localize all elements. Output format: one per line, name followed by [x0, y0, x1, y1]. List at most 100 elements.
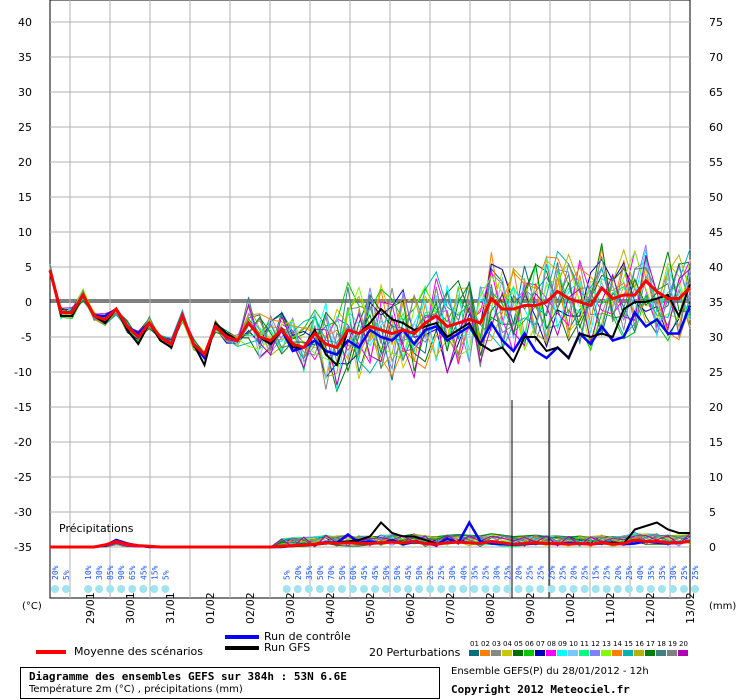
precip-probability: 25% [559, 565, 568, 580]
precip-snow-marker [635, 585, 644, 593]
y-tick-left: 40 [18, 16, 32, 29]
precip-snow-marker [459, 585, 468, 593]
perturbation-line [49, 249, 691, 391]
plot-frame [49, 0, 691, 599]
perturbation-legend-number: 07 [536, 640, 545, 648]
precip-snow-marker [503, 585, 512, 593]
precip-snow-marker [62, 585, 71, 593]
y-tick-left: -30 [14, 506, 32, 519]
precip-snow-marker [470, 585, 479, 593]
perturbation-legend-swatch [590, 650, 600, 656]
legend-mean-label: Moyenne des scénarios [74, 645, 203, 658]
perturbation-legend-number: 13 [602, 640, 611, 648]
y-tick-right: 60 [709, 121, 723, 134]
y-tick-left: -5 [21, 331, 32, 344]
y-tick-left: -35 [14, 541, 32, 554]
precip-snow-marker [691, 585, 699, 593]
y-tick-left: 35 [18, 51, 32, 64]
perturbation-legend-number: 04 [503, 640, 512, 648]
precip-probability: 50% [415, 565, 424, 580]
perturbation-legend-swatch [502, 650, 512, 656]
precip-snow-marker [646, 585, 655, 593]
y-tick-left: -20 [14, 436, 32, 449]
precip-probability: 5% [161, 570, 170, 580]
perturbation-legend-swatch [535, 650, 545, 656]
precip-snow-marker [139, 585, 148, 593]
perturbation-legend-number: 03 [492, 640, 501, 648]
precip-probability: 50% [393, 565, 402, 580]
precip-snow-marker [558, 585, 567, 593]
precip-probability: 40% [636, 565, 645, 580]
main-series-lines [48, 270, 692, 598]
precip-probability: 70% [327, 565, 336, 580]
precip-probability: 45% [371, 565, 380, 580]
x-date-label: 05/02 [364, 592, 377, 624]
x-axis-dates: 29/01 30/01 31/01 01/02 02/02 03/02 04/02 05/02… [84, 592, 697, 624]
legend-control-label: Run de contrôle [264, 630, 351, 643]
perturbation-legend-number: 18 [657, 640, 666, 648]
precip-probability: 25% [625, 565, 634, 580]
perturbation-legend-swatch [491, 650, 501, 656]
precip-snow-marker [547, 585, 556, 593]
precip-probability: 30% [448, 565, 457, 580]
perturbation-legend-number: 09 [558, 640, 567, 648]
perturbation-legend-swatch [469, 650, 479, 656]
precip-probability: 65% [128, 565, 137, 580]
y-tick-right: 65 [709, 86, 723, 99]
y-tick-left: 10 [18, 226, 32, 239]
legend-gfs-label: Run GFS [264, 641, 311, 654]
precip-probability: 90% [117, 565, 126, 580]
precip-probability: 45% [404, 565, 413, 580]
precip-probability: 35% [647, 565, 656, 580]
precip-snow-marker [437, 585, 446, 593]
x-date-label: 31/01 [164, 592, 177, 624]
chart-title: Diagramme des ensembles GEFS sur 384h : … [29, 670, 347, 683]
x-date-label: 11/02 [604, 592, 617, 624]
precip-probability: 25% [537, 565, 546, 580]
y-tick-right: 5 [709, 506, 716, 519]
precip-probability: 35% [658, 565, 667, 580]
perturbation-legend-swatch [568, 650, 578, 656]
y-axis-left: 40 35 30 25 20 15 10 5 0 -5 -10 -15 -20 -25 -30 -35 [14, 16, 32, 554]
precip-probability: 25% [603, 565, 612, 580]
y-tick-left: -15 [14, 401, 32, 414]
perturbation-legend-swatch [557, 650, 567, 656]
y-tick-right: 0 [709, 541, 716, 554]
precip-probability: 25% [503, 565, 512, 580]
precip-snow-marker [536, 585, 545, 593]
perturbation-legend-swatch [480, 650, 490, 656]
perturbation-legend-number: 19 [668, 640, 677, 648]
precip-snow-marker [95, 585, 104, 593]
precip-snow-marker [117, 585, 126, 593]
perturbation-legend-number: 02 [481, 640, 490, 648]
y-axis-right-unit: (mm) [709, 601, 736, 612]
precip-probability: 5% [283, 570, 292, 580]
x-date-label: 30/01 [124, 592, 137, 624]
perturbation-legend-swatch [667, 650, 677, 656]
x-date-label: 07/02 [444, 592, 457, 624]
title-box: Diagramme des ensembles GEFS sur 384h : … [20, 667, 440, 699]
precip-snow-marker [282, 585, 291, 593]
perturbation-legend-number: 08 [547, 640, 556, 648]
legend-perturbations-label: 20 Perturbations [369, 646, 461, 659]
y-tick-left: 5 [25, 261, 32, 274]
perturbation-legend-swatch [634, 650, 644, 656]
precip-probability: 25% [525, 565, 534, 580]
precip-snow-marker [580, 585, 589, 593]
perturbation-legend-number: 11 [580, 640, 589, 648]
perturbation-legend-swatch [656, 650, 666, 656]
y-tick-right: 40 [709, 261, 723, 274]
y-tick-right: 75 [709, 16, 723, 29]
precip-snow-marker [293, 585, 302, 593]
precip-probability: 50% [338, 565, 347, 580]
precip-probability: 25% [691, 565, 700, 580]
precip-snow-marker [668, 585, 677, 593]
perturbation-legend-swatch [612, 650, 622, 656]
precip-probability: 40% [459, 565, 468, 580]
precip-snow-marker [84, 585, 93, 593]
x-date-label: 02/02 [244, 592, 257, 624]
precip-probability: 25% [481, 565, 490, 580]
precip-snow-marker [359, 585, 368, 593]
precip-probability: 15% [592, 565, 601, 580]
x-date-label: 10/02 [564, 592, 577, 624]
